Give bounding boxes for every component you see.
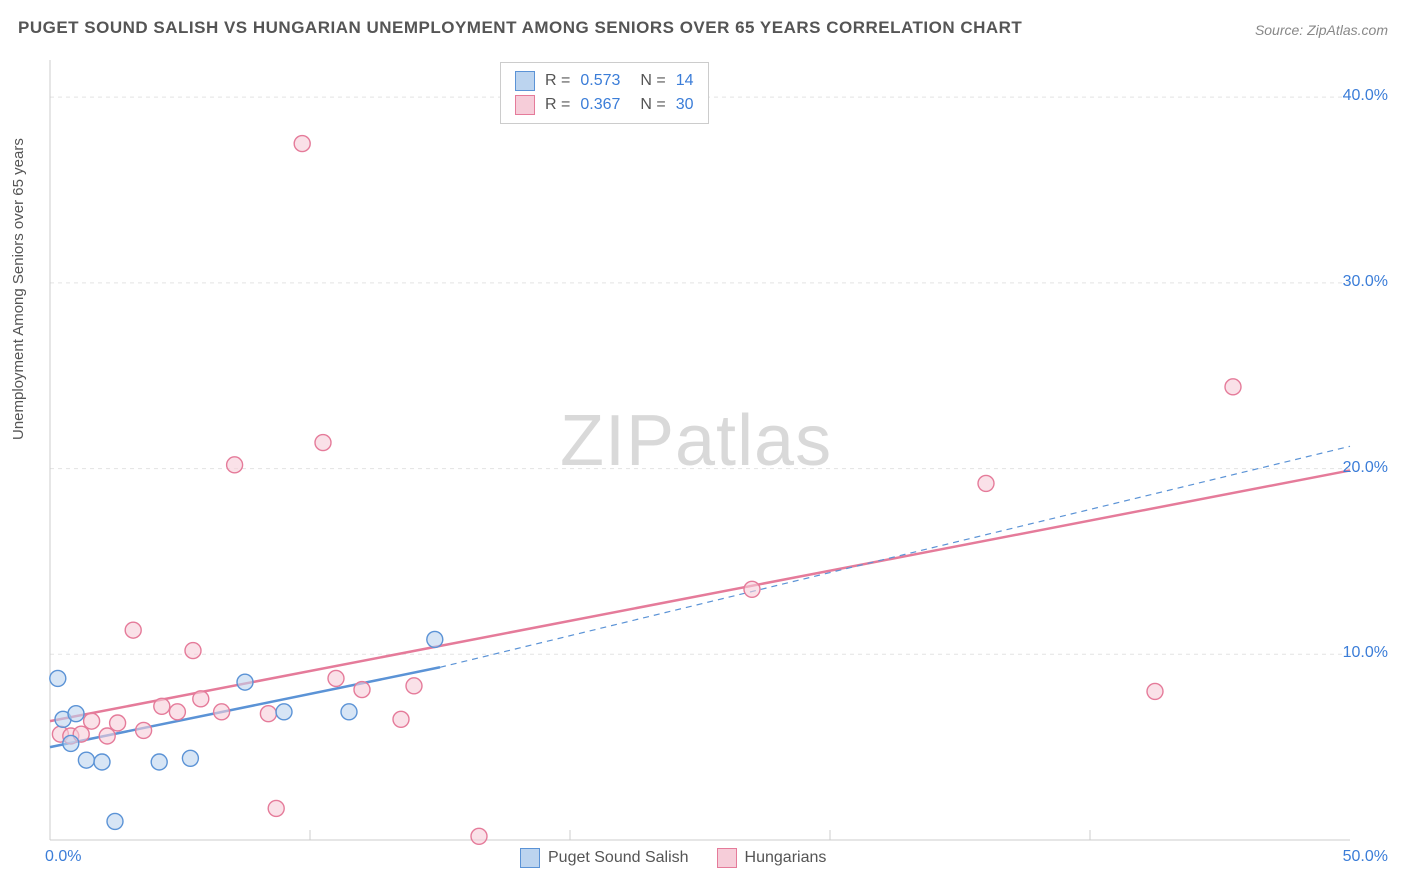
r-label: R =: [545, 96, 570, 114]
swatch-icon: [520, 848, 540, 868]
y-tick-label: 10.0%: [1343, 644, 1388, 662]
x-origin-label: 0.0%: [45, 848, 81, 866]
x-end-label: 50.0%: [1343, 848, 1388, 866]
y-tick-label: 30.0%: [1343, 273, 1388, 291]
legend-item-hungarians: Hungarians: [717, 848, 827, 868]
swatch-icon: [515, 95, 535, 115]
scatter-plot: [0, 0, 1406, 892]
correlation-legend: R = 0.573 N = 14 R = 0.367 N = 30: [500, 62, 709, 124]
r-value: 0.367: [580, 96, 620, 114]
legend-row-hungarians: R = 0.367 N = 30: [515, 93, 694, 117]
legend-item-salish: Puget Sound Salish: [520, 848, 689, 868]
legend-label: Hungarians: [745, 849, 827, 867]
n-label: N =: [640, 96, 665, 114]
n-value: 30: [676, 96, 694, 114]
y-tick-label: 40.0%: [1343, 87, 1388, 105]
n-value: 14: [676, 72, 694, 90]
y-tick-label: 20.0%: [1343, 459, 1388, 477]
legend-label: Puget Sound Salish: [548, 849, 689, 867]
series-legend: Puget Sound Salish Hungarians: [520, 848, 826, 868]
n-label: N =: [640, 72, 665, 90]
r-label: R =: [545, 72, 570, 90]
legend-row-salish: R = 0.573 N = 14: [515, 69, 694, 93]
swatch-icon: [515, 71, 535, 91]
r-value: 0.573: [580, 72, 620, 90]
swatch-icon: [717, 848, 737, 868]
